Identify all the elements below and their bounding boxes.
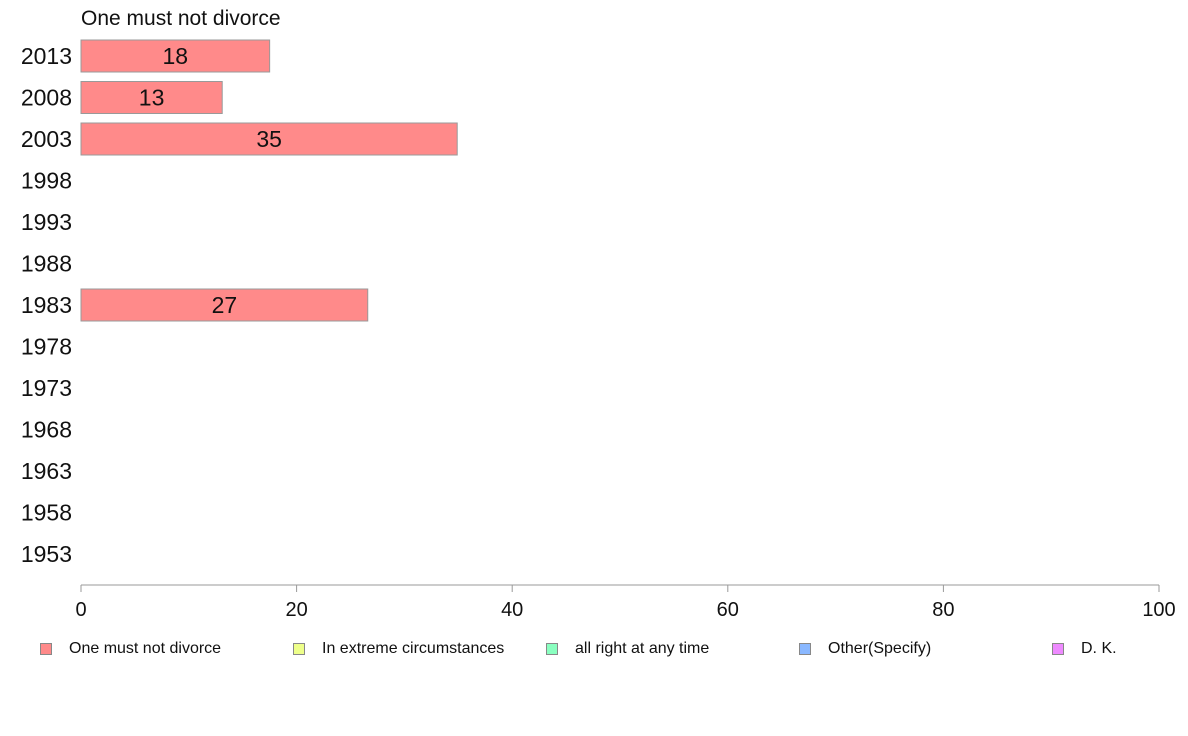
x-tick-label: 40 bbox=[501, 599, 523, 621]
legend-swatch bbox=[546, 643, 558, 655]
y-tick-label: 1998 bbox=[21, 168, 72, 194]
y-tick-label: 1973 bbox=[21, 375, 72, 401]
legend-item: Other(Specify) bbox=[799, 637, 931, 661]
legend-label: Other(Specify) bbox=[828, 640, 932, 657]
bar-value-label: 13 bbox=[139, 85, 165, 111]
y-tick-label: 2008 bbox=[21, 85, 72, 111]
chart-title: One must not divorce bbox=[81, 7, 281, 30]
legend-item: D. K. bbox=[1052, 637, 1117, 661]
bar bbox=[80, 81, 223, 114]
legend-item: In extreme circumstances bbox=[293, 637, 504, 661]
y-tick-label: 1968 bbox=[21, 417, 72, 443]
y-tick-label: 2013 bbox=[21, 43, 72, 69]
legend-item: One must not divorce bbox=[40, 637, 221, 661]
y-tick-label: 2003 bbox=[21, 126, 72, 152]
chart-legend: One must not divorce In extreme circumsta… bbox=[0, 637, 1188, 661]
legend-label: In extreme circumstances bbox=[322, 640, 505, 657]
legend-swatch bbox=[799, 643, 811, 655]
y-tick-label: 1958 bbox=[21, 500, 72, 526]
bar-value-label: 18 bbox=[163, 43, 189, 69]
bar bbox=[80, 122, 458, 156]
legend-label: all right at any time bbox=[575, 640, 710, 657]
bar-value-label: 35 bbox=[256, 126, 282, 152]
bar bbox=[80, 288, 369, 322]
x-tick-label: 0 bbox=[75, 599, 86, 621]
bar bbox=[80, 39, 271, 73]
legend-swatch bbox=[40, 643, 52, 655]
x-tick-label: 60 bbox=[717, 599, 739, 621]
y-tick-label: 1983 bbox=[21, 292, 72, 318]
y-tick-label: 1963 bbox=[21, 458, 72, 484]
legend-label: D. K. bbox=[1081, 640, 1117, 657]
bar-value-label: 27 bbox=[212, 292, 238, 318]
legend-label: One must not divorce bbox=[69, 640, 222, 657]
x-tick-label: 80 bbox=[932, 599, 954, 621]
y-tick-label: 1978 bbox=[21, 334, 72, 360]
y-tick-label: 1993 bbox=[21, 209, 72, 235]
y-tick-label: 1953 bbox=[21, 541, 72, 567]
legend-swatch bbox=[1052, 643, 1064, 655]
x-tick-label: 100 bbox=[1142, 599, 1175, 621]
x-tick-label: 20 bbox=[285, 599, 307, 621]
legend-swatch bbox=[293, 643, 305, 655]
legend-item: all right at any time bbox=[546, 637, 709, 661]
y-tick-label: 1988 bbox=[21, 251, 72, 277]
